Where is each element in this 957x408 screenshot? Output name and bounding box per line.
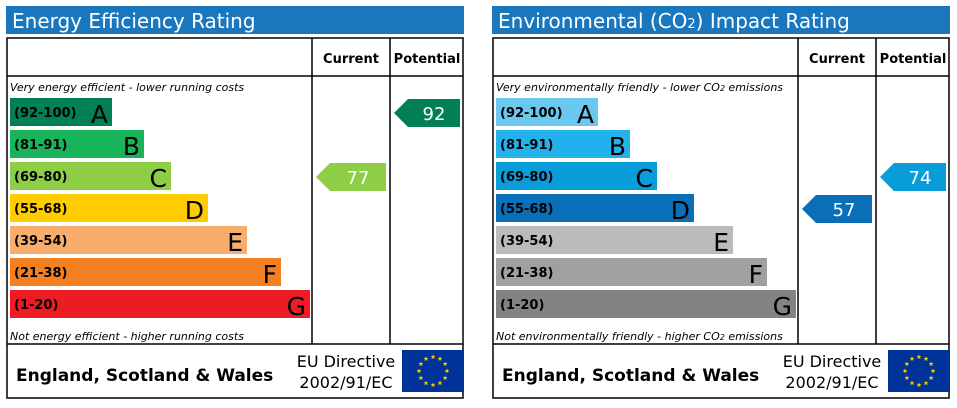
eu-star	[430, 382, 436, 388]
title-bar	[492, 6, 950, 34]
panel-frame	[492, 37, 950, 399]
directive-line1: EU Directive	[783, 352, 882, 371]
band-e-bar	[10, 226, 247, 254]
footer-region: England, Scotland & Wales	[502, 366, 759, 386]
directive-line1: EU Directive	[297, 352, 396, 371]
eu-star	[416, 368, 422, 374]
band-c-range: (69-80)	[500, 170, 553, 185]
band-e-range: (39-54)	[500, 234, 553, 249]
current-header: Current	[323, 52, 379, 67]
band-e-letter: E	[713, 228, 729, 257]
eu-star	[437, 356, 443, 361]
band-c-bar	[496, 162, 657, 190]
band-d-range: (55-68)	[500, 202, 553, 217]
bottom-note: Not environmentally friendly - higher CO…	[496, 330, 783, 343]
band-g-bar	[10, 290, 310, 318]
band-c-letter: C	[150, 164, 167, 193]
title-bar	[6, 6, 464, 34]
band-b-bar	[496, 130, 630, 158]
environmental-impact-panel: Environmental (CO2) Impact Rating Current…	[492, 6, 950, 399]
band-f-letter: F	[263, 260, 277, 289]
band-b-letter: B	[123, 132, 140, 161]
potential-rating-arrow	[880, 163, 946, 191]
panel-frame	[6, 37, 464, 399]
current-header: Current	[809, 52, 865, 67]
band-f-range: (21-38)	[14, 266, 67, 281]
band-a-bar	[10, 98, 112, 126]
band-g-letter: G	[773, 292, 792, 321]
band-g-range: (1-20)	[14, 298, 58, 313]
band-a-letter: A	[91, 100, 108, 129]
eu-star	[928, 361, 934, 367]
band-c-letter: C	[636, 164, 653, 193]
band-a-letter: A	[577, 100, 594, 129]
eu-star	[923, 380, 929, 386]
band-a-range: (92-100)	[500, 106, 563, 121]
eu-star	[923, 356, 929, 361]
band-a-bar	[496, 98, 598, 126]
current-rating-arrow	[802, 195, 872, 223]
eu-flag-icon	[402, 350, 464, 392]
eu-star	[916, 382, 922, 388]
band-g-range: (1-20)	[500, 298, 544, 313]
eu-star	[916, 354, 922, 360]
current-rating-value: 57	[833, 200, 856, 221]
eu-star	[904, 375, 910, 381]
footer-region: England, Scotland & Wales	[16, 366, 273, 386]
eu-star	[909, 380, 915, 386]
band-b-range: (81-91)	[14, 138, 67, 153]
band-e-range: (39-54)	[14, 234, 67, 249]
band-c-range: (69-80)	[14, 170, 67, 185]
band-b-bar	[10, 130, 144, 158]
eu-star	[423, 356, 429, 361]
band-f-range: (21-38)	[500, 266, 553, 281]
eu-star	[418, 361, 424, 367]
band-f-bar	[496, 258, 767, 286]
eu-star	[444, 368, 450, 374]
panel-title: Environmental (CO2) Impact Rating	[498, 9, 850, 33]
band-d-bar	[496, 194, 694, 222]
band-d-range: (55-68)	[14, 202, 67, 217]
eu-star	[437, 380, 443, 386]
eu-star	[442, 361, 448, 367]
eu-star	[423, 380, 429, 386]
band-g-bar	[496, 290, 796, 318]
band-f-letter: F	[749, 260, 763, 289]
potential-header: Potential	[394, 52, 461, 67]
top-note: Very energy efficient - lower running co…	[10, 81, 244, 94]
band-d-letter: D	[185, 196, 204, 225]
top-note: Very environmentally friendly - lower CO…	[496, 81, 783, 94]
band-f-bar	[10, 258, 281, 286]
directive-line2: 2002/91/EC	[299, 373, 392, 392]
eu-star	[442, 375, 448, 381]
directive-line2: 2002/91/EC	[785, 373, 878, 392]
band-d-bar	[10, 194, 208, 222]
band-b-letter: B	[609, 132, 626, 161]
eu-star	[928, 375, 934, 381]
potential-rating-value: 74	[909, 168, 932, 189]
bottom-note: Not energy efficient - higher running co…	[10, 330, 244, 343]
band-d-letter: D	[671, 196, 690, 225]
panel-title: Energy Efficiency Rating	[12, 9, 256, 33]
eu-flag-icon	[888, 350, 950, 392]
potential-rating-value: 92	[423, 104, 446, 125]
band-b-range: (81-91)	[500, 138, 553, 153]
potential-rating-arrow	[394, 99, 460, 127]
eu-star	[430, 354, 436, 360]
eu-star	[909, 356, 915, 361]
eu-star	[902, 368, 908, 374]
eu-star	[930, 368, 936, 374]
band-g-letter: G	[287, 292, 306, 321]
eu-star	[904, 361, 910, 367]
potential-header: Potential	[880, 52, 947, 67]
current-rating-value: 77	[347, 168, 370, 189]
band-e-letter: E	[227, 228, 243, 257]
energy-efficiency-panel: Energy Efficiency Rating Current Potential…	[6, 6, 464, 399]
band-a-range: (92-100)	[14, 106, 77, 121]
band-c-bar	[10, 162, 171, 190]
band-e-bar	[496, 226, 733, 254]
eu-star	[418, 375, 424, 381]
current-rating-arrow	[316, 163, 386, 191]
